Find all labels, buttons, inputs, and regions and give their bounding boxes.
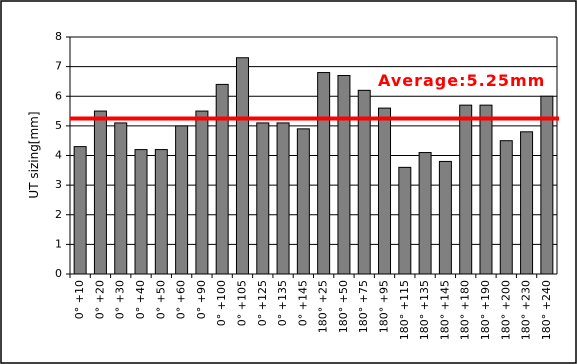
bar (520, 131, 534, 275)
bar (235, 57, 249, 275)
x-tick-label: 180° +190 (479, 280, 492, 340)
bar (296, 128, 310, 275)
y-tick-label: 0 (55, 267, 62, 280)
bar (479, 104, 493, 275)
average-annotation: Average:5.25mm (378, 71, 545, 90)
bar (378, 107, 392, 275)
x-tick-label: 180° +75 (357, 280, 370, 333)
y-axis-label: UT sizing[mm] (27, 111, 41, 198)
x-tick-label: 0° +145 (296, 280, 309, 326)
x-tick-label: 180° +240 (540, 280, 553, 340)
x-tick-label: 180° +200 (499, 280, 512, 340)
x-tick-label: 180° +115 (398, 280, 411, 340)
x-tick-label: 0° +20 (93, 280, 106, 319)
y-tick-label: 2 (55, 208, 62, 221)
bar (357, 89, 371, 275)
bar (114, 122, 128, 275)
bar (317, 72, 331, 275)
y-tick-label: 7 (55, 60, 62, 73)
x-tick-label: 180° +135 (418, 280, 431, 340)
bar (459, 104, 473, 275)
bar (418, 152, 432, 275)
bar (93, 110, 107, 275)
x-tick-label: 0° +125 (256, 280, 269, 326)
bar (195, 110, 209, 275)
x-tick-label: 0° +50 (154, 280, 167, 319)
x-tick-label: 180° +145 (438, 280, 451, 340)
bar (154, 149, 168, 275)
x-tick-label: 0° +100 (215, 280, 228, 326)
bar (540, 95, 554, 275)
x-tick-label: 0° +30 (114, 280, 127, 319)
x-tick-label: 0° +40 (134, 280, 147, 319)
y-tick-label: 8 (55, 30, 62, 43)
bar (499, 140, 513, 275)
x-tick-label: 0° +135 (276, 280, 289, 326)
x-tick-label: 180° +230 (520, 280, 533, 340)
x-tick-label: 180° +50 (337, 280, 350, 333)
x-tick-label: 180° +180 (459, 280, 472, 340)
y-tick-label: 4 (55, 149, 62, 162)
y-tick-label: 5 (55, 119, 62, 132)
bar (276, 122, 290, 275)
bar (73, 146, 87, 275)
x-tick-label: 0° +10 (73, 280, 86, 319)
bar (337, 75, 351, 275)
bar (398, 166, 412, 275)
bar (215, 83, 229, 275)
x-tick-label: 180° +25 (317, 280, 330, 333)
bar (256, 122, 270, 275)
x-tick-label: 0° +60 (175, 280, 188, 319)
y-tick-label: 6 (55, 89, 62, 102)
bar (175, 125, 189, 275)
x-tick-label: 180° +95 (378, 280, 391, 333)
x-tick-label: 0° +90 (195, 280, 208, 319)
x-tick-label: 0° +105 (235, 280, 248, 326)
bar (134, 149, 148, 275)
y-tick-label: 1 (55, 237, 62, 250)
bar (438, 160, 452, 275)
y-tick-label: 3 (55, 178, 62, 191)
